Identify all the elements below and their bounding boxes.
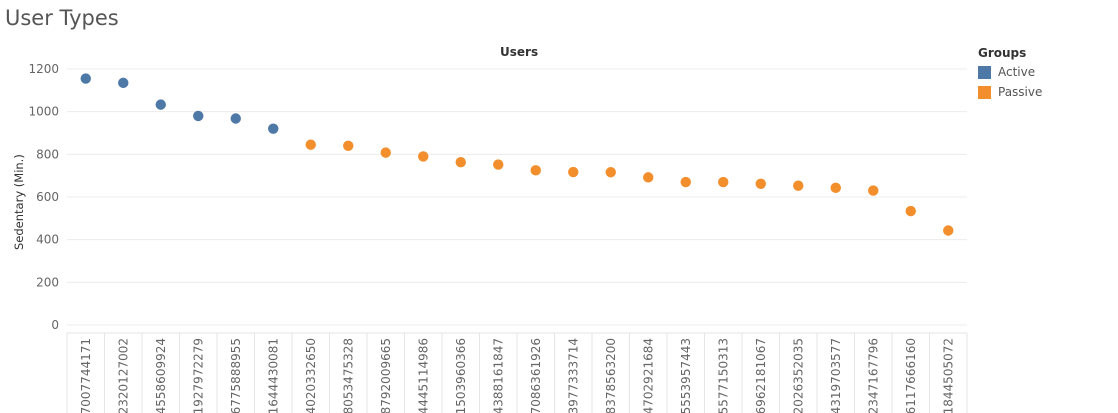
legend-label-active: Active: [998, 65, 1036, 79]
data-point-passive[interactable]: [568, 166, 579, 178]
data-point-passive[interactable]: [643, 172, 654, 183]
data-point-passive[interactable]: [418, 151, 429, 162]
data-point-active[interactable]: [193, 110, 204, 122]
x-tick-label: 7086361926: [529, 338, 543, 413]
y-tick-label: 200: [36, 275, 59, 289]
data-point-active[interactable]: [118, 77, 129, 89]
x-tick-label: 7007744171: [79, 338, 93, 413]
y-axis-ticks: 0 200 400 600 800 1000 1200: [28, 62, 59, 332]
gridlines: [66, 68, 968, 413]
data-point-passive[interactable]: [605, 167, 616, 178]
data-point-active[interactable]: [155, 99, 166, 110]
data-point-passive[interactable]: [530, 165, 541, 176]
legend-swatch-active: [978, 65, 991, 79]
x-axis-ticks: 7007744171 2320127002 4558609924 1927972279…: [79, 338, 956, 413]
data-point-passive[interactable]: [943, 225, 954, 236]
legend-swatch-passive: [978, 85, 991, 99]
data-point-passive[interactable]: [755, 178, 766, 189]
data-point-passive[interactable]: [830, 182, 841, 194]
x-tick-label: 8053475328: [341, 338, 355, 413]
x-tick-label: 2347167796: [866, 338, 880, 413]
data-point-active[interactable]: [268, 123, 279, 134]
x-tick-label: 8792009665: [379, 338, 393, 413]
x-tick-label: 2320127002: [116, 338, 130, 413]
x-tick-label: 4319703577: [829, 338, 843, 413]
x-tick-label: 1644430081: [266, 338, 280, 413]
y-tick-label: 600: [36, 190, 59, 204]
y-tick-label: 0: [51, 318, 59, 332]
y-tick-label: 400: [36, 233, 59, 247]
x-tick-label: 5577150313: [716, 338, 730, 413]
x-tick-label: 8378563200: [604, 338, 618, 413]
legend-title: Groups: [978, 46, 1027, 60]
data-point-active[interactable]: [230, 113, 241, 124]
x-tick-label: 4020332650: [304, 338, 318, 413]
data-point-passive[interactable]: [905, 205, 916, 217]
data-point-passive[interactable]: [868, 185, 879, 196]
data-point-passive[interactable]: [455, 157, 466, 168]
x-tick-label: 2026352035: [791, 338, 805, 413]
legend-label-passive: Passive: [998, 85, 1043, 99]
data-point-passive[interactable]: [380, 147, 391, 158]
data-point-passive[interactable]: [493, 159, 504, 170]
x-tick-label: 6962181067: [754, 338, 768, 413]
legend: Groups Active Passive: [978, 46, 1042, 105]
chart-title: User Types: [5, 6, 119, 30]
data-point-passive[interactable]: [718, 176, 729, 188]
x-tick-label: 1927972279: [191, 338, 205, 413]
y-tick-label: 1000: [28, 105, 59, 119]
x-tick-label: 6117666160: [904, 338, 918, 413]
x-tick-label: 1503960366: [454, 338, 468, 413]
data-point-passive[interactable]: [793, 180, 804, 191]
y-tick-label: 1200: [28, 62, 59, 76]
data-point-active[interactable]: [80, 73, 91, 84]
x-tick-label: 6775888955: [229, 338, 243, 413]
x-axis-title: Users: [500, 45, 539, 59]
x-tick-label: 1844505072: [941, 338, 955, 413]
data-point-passive[interactable]: [343, 140, 354, 151]
x-tick-label: 4702921684: [641, 338, 655, 413]
data-point-passive[interactable]: [680, 176, 691, 188]
legend-item-active[interactable]: Active: [978, 65, 1042, 79]
legend-item-passive[interactable]: Passive: [978, 85, 1042, 99]
x-tick-label: 4388161847: [491, 338, 505, 413]
data-points: [80, 73, 954, 236]
x-tick-label: 4445114986: [416, 338, 430, 413]
x-tick-label: 4558609924: [154, 338, 168, 413]
data-point-passive[interactable]: [305, 139, 316, 150]
y-tick-label: 800: [36, 147, 59, 161]
x-tick-label: 5553957443: [679, 338, 693, 413]
x-tick-label: 3977333714: [566, 338, 580, 413]
